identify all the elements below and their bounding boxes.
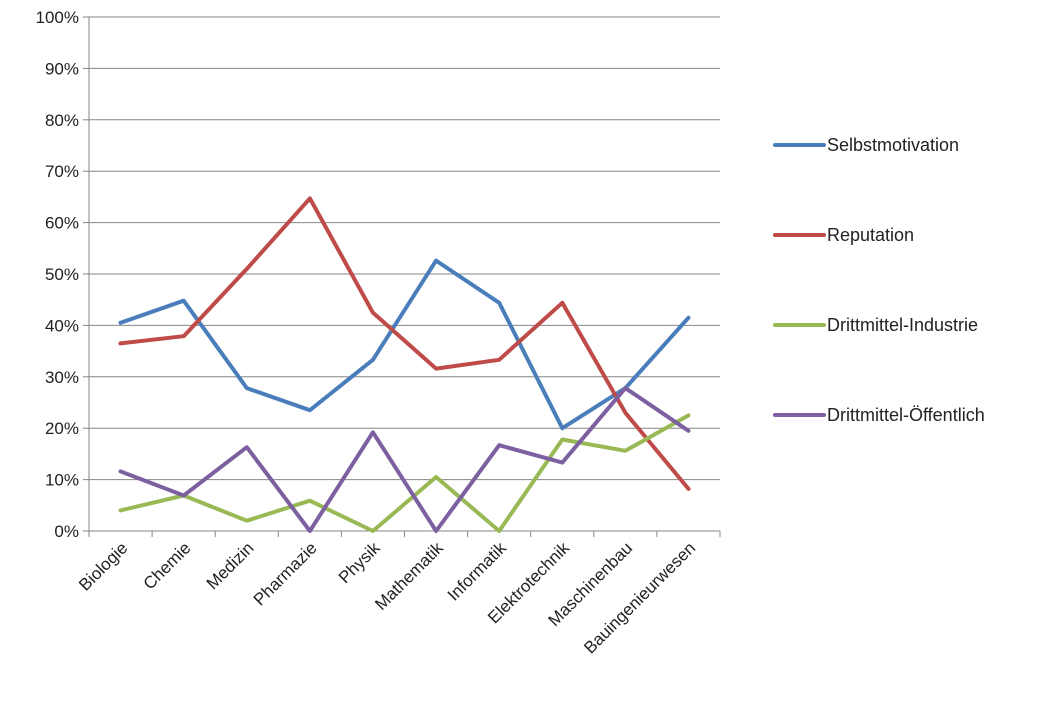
x-tick-label: Mathematik — [371, 538, 447, 614]
x-tick-label: Chemie — [140, 538, 195, 593]
series-line — [118, 386, 691, 533]
y-tick-label: 50% — [45, 265, 79, 284]
y-tick-label: 0% — [54, 522, 79, 541]
y-tick-label: 40% — [45, 316, 79, 335]
y-tick-label: 30% — [45, 368, 79, 387]
legend-label: Drittmittel-Öffentlich — [827, 405, 985, 425]
y-tick-labels: 0% 10% 20% 30% 40% 50% 60% 70% 80% 90% 100% — [36, 8, 79, 541]
y-tick-label: 80% — [45, 111, 79, 130]
y-tick-label: 90% — [45, 59, 79, 78]
y-tick-label: 100% — [36, 8, 79, 27]
y-tick-label: 70% — [45, 162, 79, 181]
x-tick-marks — [88, 531, 721, 537]
y-tick-label: 60% — [45, 214, 79, 233]
x-tick-label: Biologie — [75, 538, 131, 594]
series-line — [118, 413, 691, 533]
x-tick-label: Bauingenieurwesen — [580, 538, 699, 657]
x-tick-label: Physik — [335, 538, 384, 587]
legend-label: Reputation — [827, 225, 914, 245]
x-tick-label: Pharmazie — [250, 538, 321, 609]
series-line — [118, 258, 691, 431]
x-tick-label: Medizin — [203, 538, 258, 593]
legend: Selbstmotivation Reputation Drittmittel-In… — [773, 135, 985, 425]
y-tick-label: 10% — [45, 471, 79, 490]
y-tick-label: 20% — [45, 419, 79, 438]
series-line — [118, 196, 691, 491]
series-lines — [118, 196, 691, 533]
legend-label: Drittmittel-Industrie — [827, 315, 978, 335]
gridlines — [83, 16, 720, 532]
legend-label: Selbstmotivation — [827, 135, 959, 155]
x-tick-label: Informatik — [444, 538, 511, 605]
